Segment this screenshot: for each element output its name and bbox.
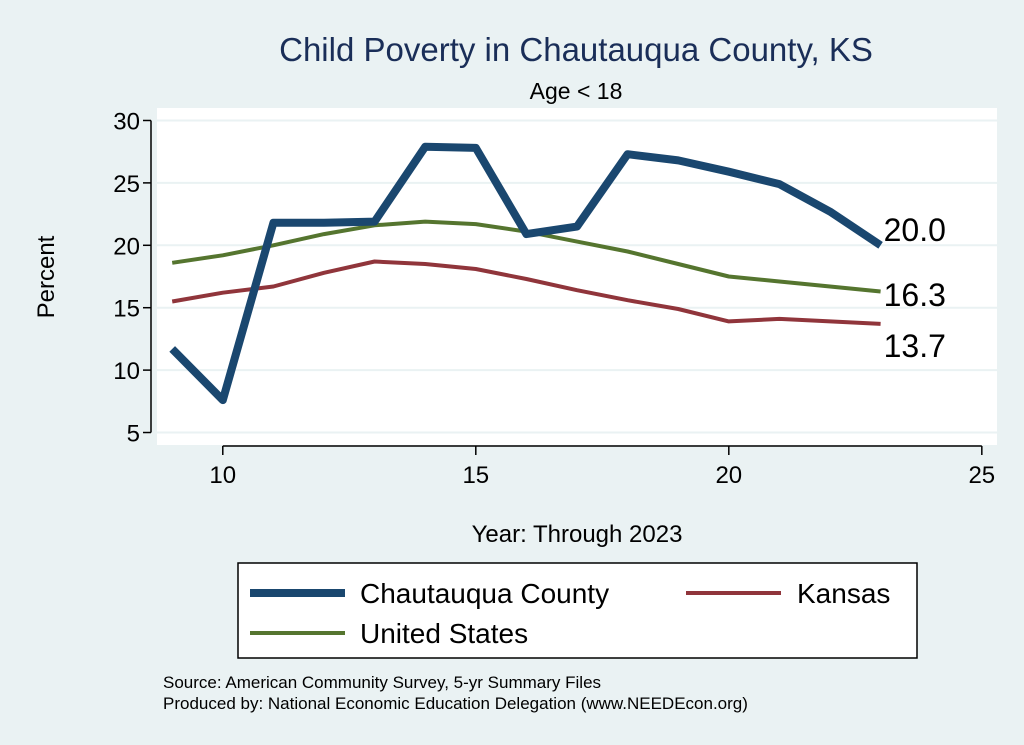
- x-axis-title: Year: Through 2023: [472, 521, 683, 548]
- end-label-united-states: 16.3: [884, 277, 946, 313]
- chart-title: Child Poverty in Chautauqua County, KS: [279, 31, 873, 68]
- plot-area: [157, 108, 997, 445]
- x-tick-label-25: 25: [968, 462, 995, 489]
- legend-label-united-states: United States: [360, 618, 528, 649]
- legend: Chautauqua County Kansas United States: [250, 578, 890, 649]
- source-line-2: Produced by: National Economic Education…: [163, 694, 748, 713]
- y-tick-label-30: 30: [113, 108, 140, 135]
- series-line-kansas: [171, 259, 881, 326]
- gridlines: [157, 119, 997, 434]
- y-tick-label-20: 20: [113, 233, 140, 260]
- axes: 5 10 15 20 25 30 10 15 20 25: [113, 108, 995, 489]
- end-label-chautauqua-county: 20.0: [884, 212, 946, 248]
- end-label-kansas: 13.7: [884, 328, 946, 364]
- x-tick-label-15: 15: [462, 462, 489, 489]
- source-line-1: Source: American Community Survey, 5-yr …: [163, 673, 601, 692]
- y-axis-title: Percent: [33, 235, 60, 318]
- series-lines: [169, 142, 883, 405]
- y-tick-label-25: 25: [113, 171, 140, 198]
- y-tick-label-5: 5: [127, 421, 140, 448]
- legend-label-chautauqua-county: Chautauqua County: [360, 578, 609, 609]
- chart-subtitle: Age < 18: [530, 78, 623, 104]
- y-tick-label-10: 10: [113, 358, 140, 385]
- legend-label-kansas: Kansas: [797, 578, 890, 609]
- x-tick-label-20: 20: [715, 462, 742, 489]
- legend-box: [237, 562, 918, 659]
- end-labels: 20.0 16.3 13.7: [884, 212, 946, 364]
- y-tick-label-15: 15: [113, 296, 140, 323]
- series-line-chautauqua-county: [169, 142, 883, 405]
- x-tick-label-10: 10: [209, 462, 236, 489]
